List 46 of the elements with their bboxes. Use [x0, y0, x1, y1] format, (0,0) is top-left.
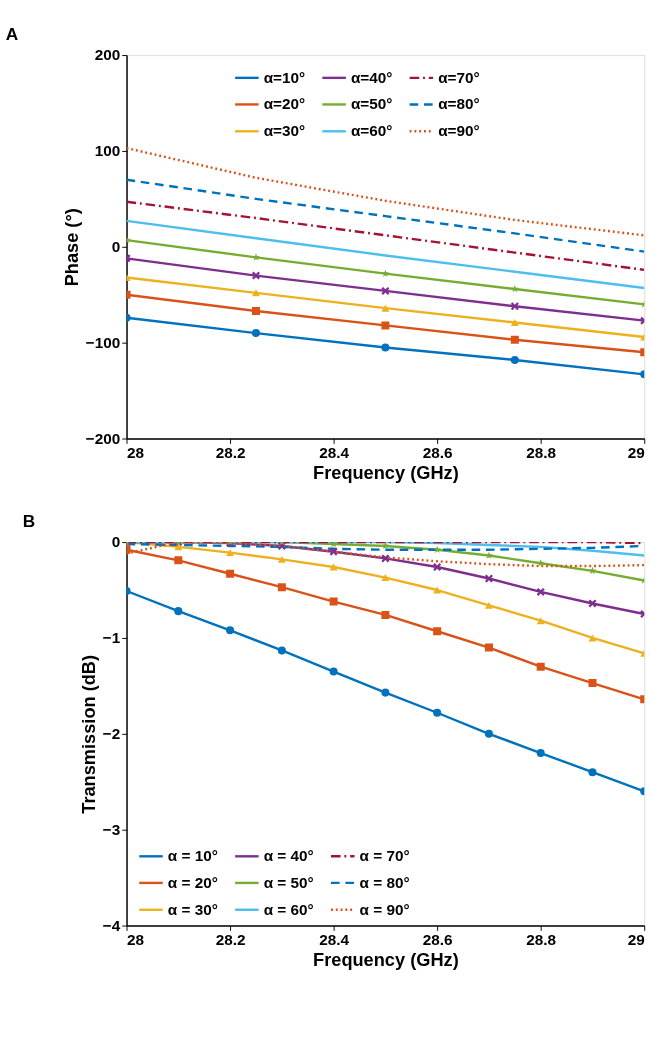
legend-label: α=80° — [438, 95, 480, 113]
y-tick-label: 200 — [94, 46, 121, 64]
y-tick-label: −4 — [102, 916, 121, 934]
y-tick-label: −100 — [85, 333, 121, 351]
legend-label: α=10° — [263, 68, 306, 86]
x-tick-label: 28 — [127, 444, 145, 462]
chart-title: A — [5, 23, 19, 44]
x-axis-title: Frequency (GHz) — [313, 950, 459, 971]
legend-label: α=90° — [438, 122, 480, 140]
y-tick-label: −2 — [102, 725, 121, 743]
legend-label: α = 30° — [167, 900, 218, 918]
y-tick-label: 0 — [111, 533, 121, 551]
chart-title: B — [22, 510, 36, 531]
legend-label: α = 40° — [263, 847, 314, 865]
x-tick-label: 28.8 — [526, 931, 557, 949]
y-tick-label: 100 — [94, 142, 121, 160]
legend-label: α=20° — [263, 95, 306, 113]
legend-label: α = 70° — [359, 847, 410, 865]
x-tick-label: 28.2 — [215, 931, 246, 949]
legend-label: α = 90° — [359, 900, 410, 918]
y-axis-title: Transmission (dB) — [79, 654, 100, 814]
x-tick-label: 28.4 — [319, 931, 350, 949]
legend-label: α = 10° — [167, 847, 218, 865]
x-tick-label: 28.2 — [215, 444, 246, 462]
legend-label: α=40° — [350, 68, 393, 86]
x-axis-title: Frequency (GHz) — [313, 463, 459, 484]
x-tick-label: 28.6 — [422, 444, 453, 462]
y-tick-label: −1 — [102, 629, 121, 647]
x-tick-label: 29 — [627, 931, 645, 949]
legend-label: α = 50° — [263, 873, 314, 891]
y-tick-label: 0 — [111, 238, 121, 256]
x-tick-label: 29 — [627, 444, 645, 462]
legend-label: α = 60° — [263, 900, 314, 918]
legend-label: α=60° — [350, 122, 393, 140]
y-axis-title: Phase (°) — [62, 208, 83, 287]
x-tick-label: 28.6 — [422, 931, 453, 949]
legend-label: α = 20° — [167, 873, 218, 891]
y-tick-label: −3 — [102, 820, 121, 838]
legend-label: α = 80° — [359, 873, 410, 891]
legend-label: α=30° — [263, 122, 306, 140]
legend-label: α=50° — [350, 95, 393, 113]
x-tick-label: 28.8 — [526, 444, 557, 462]
legend-label: α=70° — [438, 68, 480, 86]
y-tick-label: −200 — [85, 429, 121, 447]
x-tick-label: 28 — [127, 931, 145, 949]
x-tick-label: 28.4 — [319, 444, 350, 462]
